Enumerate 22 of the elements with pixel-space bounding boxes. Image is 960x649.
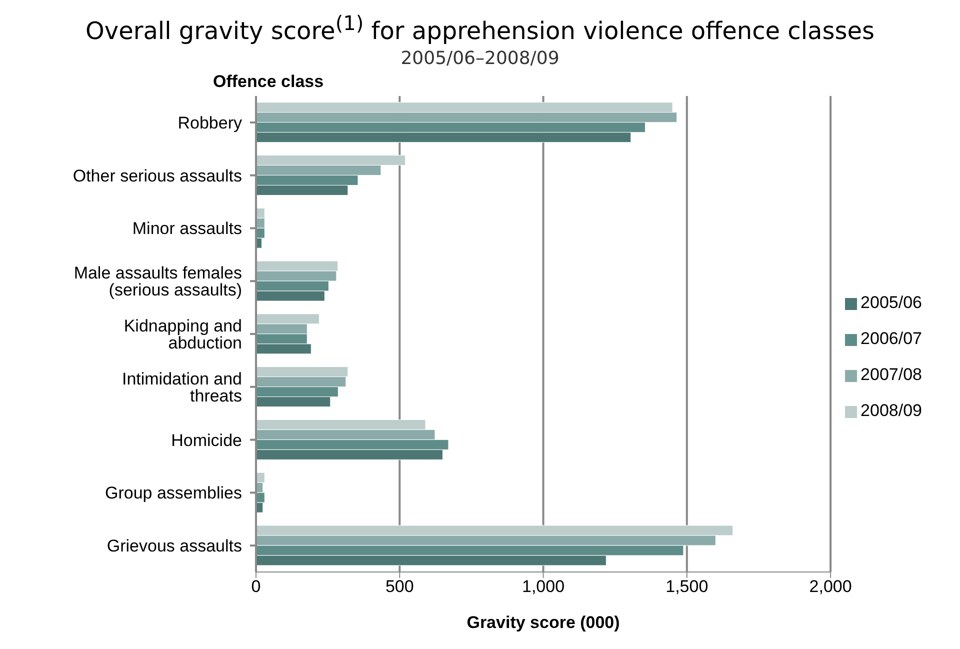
y-tick-label: Intimidation and threats bbox=[122, 368, 242, 405]
y-tick-label: Male assaults females (serious assaults) bbox=[74, 263, 242, 300]
y-axis-title: Offence class bbox=[213, 72, 324, 92]
chart-subtitle: 2005/06–2008/09 bbox=[400, 47, 560, 71]
y-tick-label: Grievous assaults bbox=[106, 536, 242, 556]
y-tick-label: Robbery bbox=[178, 112, 242, 132]
x-axis-title: Gravity score (000) bbox=[466, 613, 620, 632]
y-tick-label: Kidnapping and abduction bbox=[124, 316, 242, 352]
legend-label: 2007/08 bbox=[860, 365, 922, 384]
x-tick-label: 1,000 bbox=[522, 577, 565, 596]
x-tick-label: 0 bbox=[251, 577, 261, 596]
y-tick-label: Homicide bbox=[171, 430, 242, 450]
legend-label: 2005/06 bbox=[860, 293, 922, 312]
y-tick-label: Group assemblies bbox=[104, 483, 242, 502]
chart-title: Overall gravity score$^{(1)}$ for apprehension violence offence classes bbox=[84, 10, 876, 46]
x-tick-label: 2,000 bbox=[809, 577, 852, 596]
y-tick-label: Other serious assaults bbox=[72, 166, 242, 185]
legend-label: 2006/07 bbox=[860, 329, 922, 348]
x-tick-label: 1,500 bbox=[666, 577, 708, 596]
y-tick-label: Minor assaults bbox=[132, 218, 242, 238]
legend-label: 2008/09 bbox=[860, 401, 922, 420]
x-tick-label: 500 bbox=[385, 577, 414, 596]
